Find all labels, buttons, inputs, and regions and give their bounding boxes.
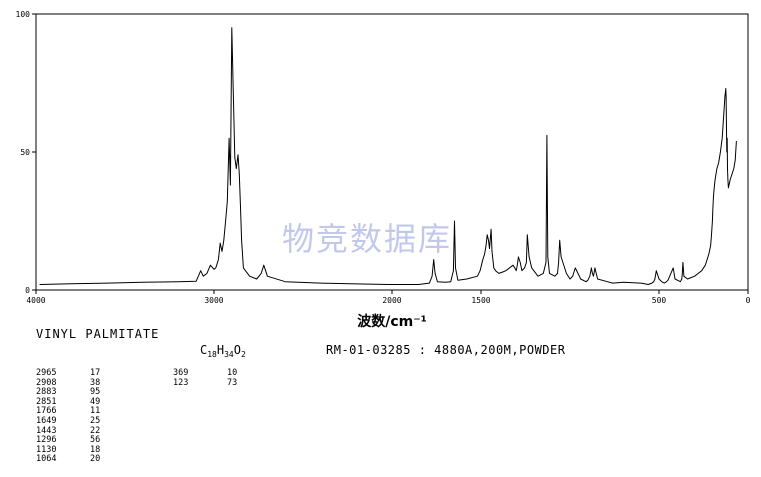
- peak-wavenumber: 123: [173, 377, 189, 388]
- compound-name: VINYL PALMITATE: [36, 327, 160, 341]
- peak-wavenumber: 369: [173, 368, 189, 378]
- peak-wavenumber: 1064: [36, 454, 57, 465]
- y-tick-label: 50: [20, 148, 30, 157]
- peak-intensity: 49: [90, 396, 101, 407]
- watermark: 物竞数据库: [282, 220, 452, 258]
- formula-subscript: 18: [207, 350, 217, 359]
- peak-intensity: 25: [90, 415, 101, 426]
- peak-wavenumber: 1649: [36, 415, 57, 426]
- peak-table-2: 369 10 123 73: [173, 368, 257, 389]
- formula-subscript: 2: [240, 350, 246, 359]
- peak-wavenumber: 1130: [36, 444, 57, 455]
- peak-intensity: 17: [90, 368, 101, 378]
- peak-wavenumber: 1443: [36, 425, 57, 436]
- peak-intensity: 95: [90, 387, 101, 398]
- peak-row: 1649 25: [36, 415, 120, 427]
- formula-element: O: [233, 343, 241, 357]
- x-tick-label: 0: [746, 296, 751, 305]
- peak-row: 1064 20: [36, 455, 120, 465]
- peak-intensity: 18: [90, 444, 101, 455]
- peak-wavenumber: 2908: [36, 377, 57, 388]
- peak-row: 2883 95: [36, 388, 120, 398]
- x-axis-ticks: 4000 3000 2000 1500 500 0: [26, 290, 751, 305]
- formula-element: C: [200, 343, 208, 357]
- peak-intensity: 10: [227, 368, 238, 378]
- peak-intensity: 22: [90, 425, 101, 436]
- y-tick-label: 0: [25, 286, 30, 295]
- formula-element: H: [216, 343, 225, 357]
- peak-row: 369 10: [173, 368, 257, 379]
- sample-info: RM-01-03285 : 4880A,200M,POWDER: [326, 343, 566, 357]
- peak-row: 2965 17: [36, 368, 120, 379]
- peak-row: 1443 22: [36, 425, 120, 437]
- x-tick-label: 3000: [204, 296, 223, 305]
- x-tick-label: 2000: [382, 296, 401, 305]
- y-tick-label: 100: [16, 10, 31, 19]
- peak-row: 2908 38: [36, 377, 120, 389]
- peak-intensity: 73: [227, 377, 238, 388]
- peak-row: 1296 56: [36, 436, 120, 446]
- peak-wavenumber: 2851: [36, 396, 57, 407]
- peak-wavenumber: 2965: [36, 368, 57, 378]
- peak-row: 123 73: [173, 377, 257, 389]
- x-tick-label: 4000: [26, 296, 45, 305]
- peak-intensity: 38: [90, 377, 101, 388]
- peak-wavenumber: 1766: [36, 406, 57, 417]
- peak-intensity: 20: [90, 454, 101, 465]
- x-axis-label: 波数/cm⁻¹: [357, 313, 427, 330]
- peak-row: 2851 49: [36, 396, 120, 408]
- peak-table-1: 2965 17 2908 38 2883 95 2851 49 1766 11 1649 25 1443…: [36, 368, 120, 465]
- peak-row: 1766 11: [36, 407, 120, 417]
- peak-intensity: 11: [90, 406, 101, 417]
- peak-intensity: 56: [90, 435, 101, 446]
- x-tick-label: 1500: [471, 296, 490, 305]
- y-axis-ticks: 100 50 0: [16, 10, 36, 295]
- formula-subscript: 34: [224, 350, 234, 359]
- peak-wavenumber: 2883: [36, 387, 57, 398]
- peak-row: 1130 18: [36, 444, 120, 456]
- molecular-formula: C18H34O2: [200, 343, 246, 359]
- spectrum-line: [39, 27, 737, 285]
- x-tick-label: 500: [652, 296, 667, 305]
- peak-wavenumber: 1296: [36, 435, 57, 446]
